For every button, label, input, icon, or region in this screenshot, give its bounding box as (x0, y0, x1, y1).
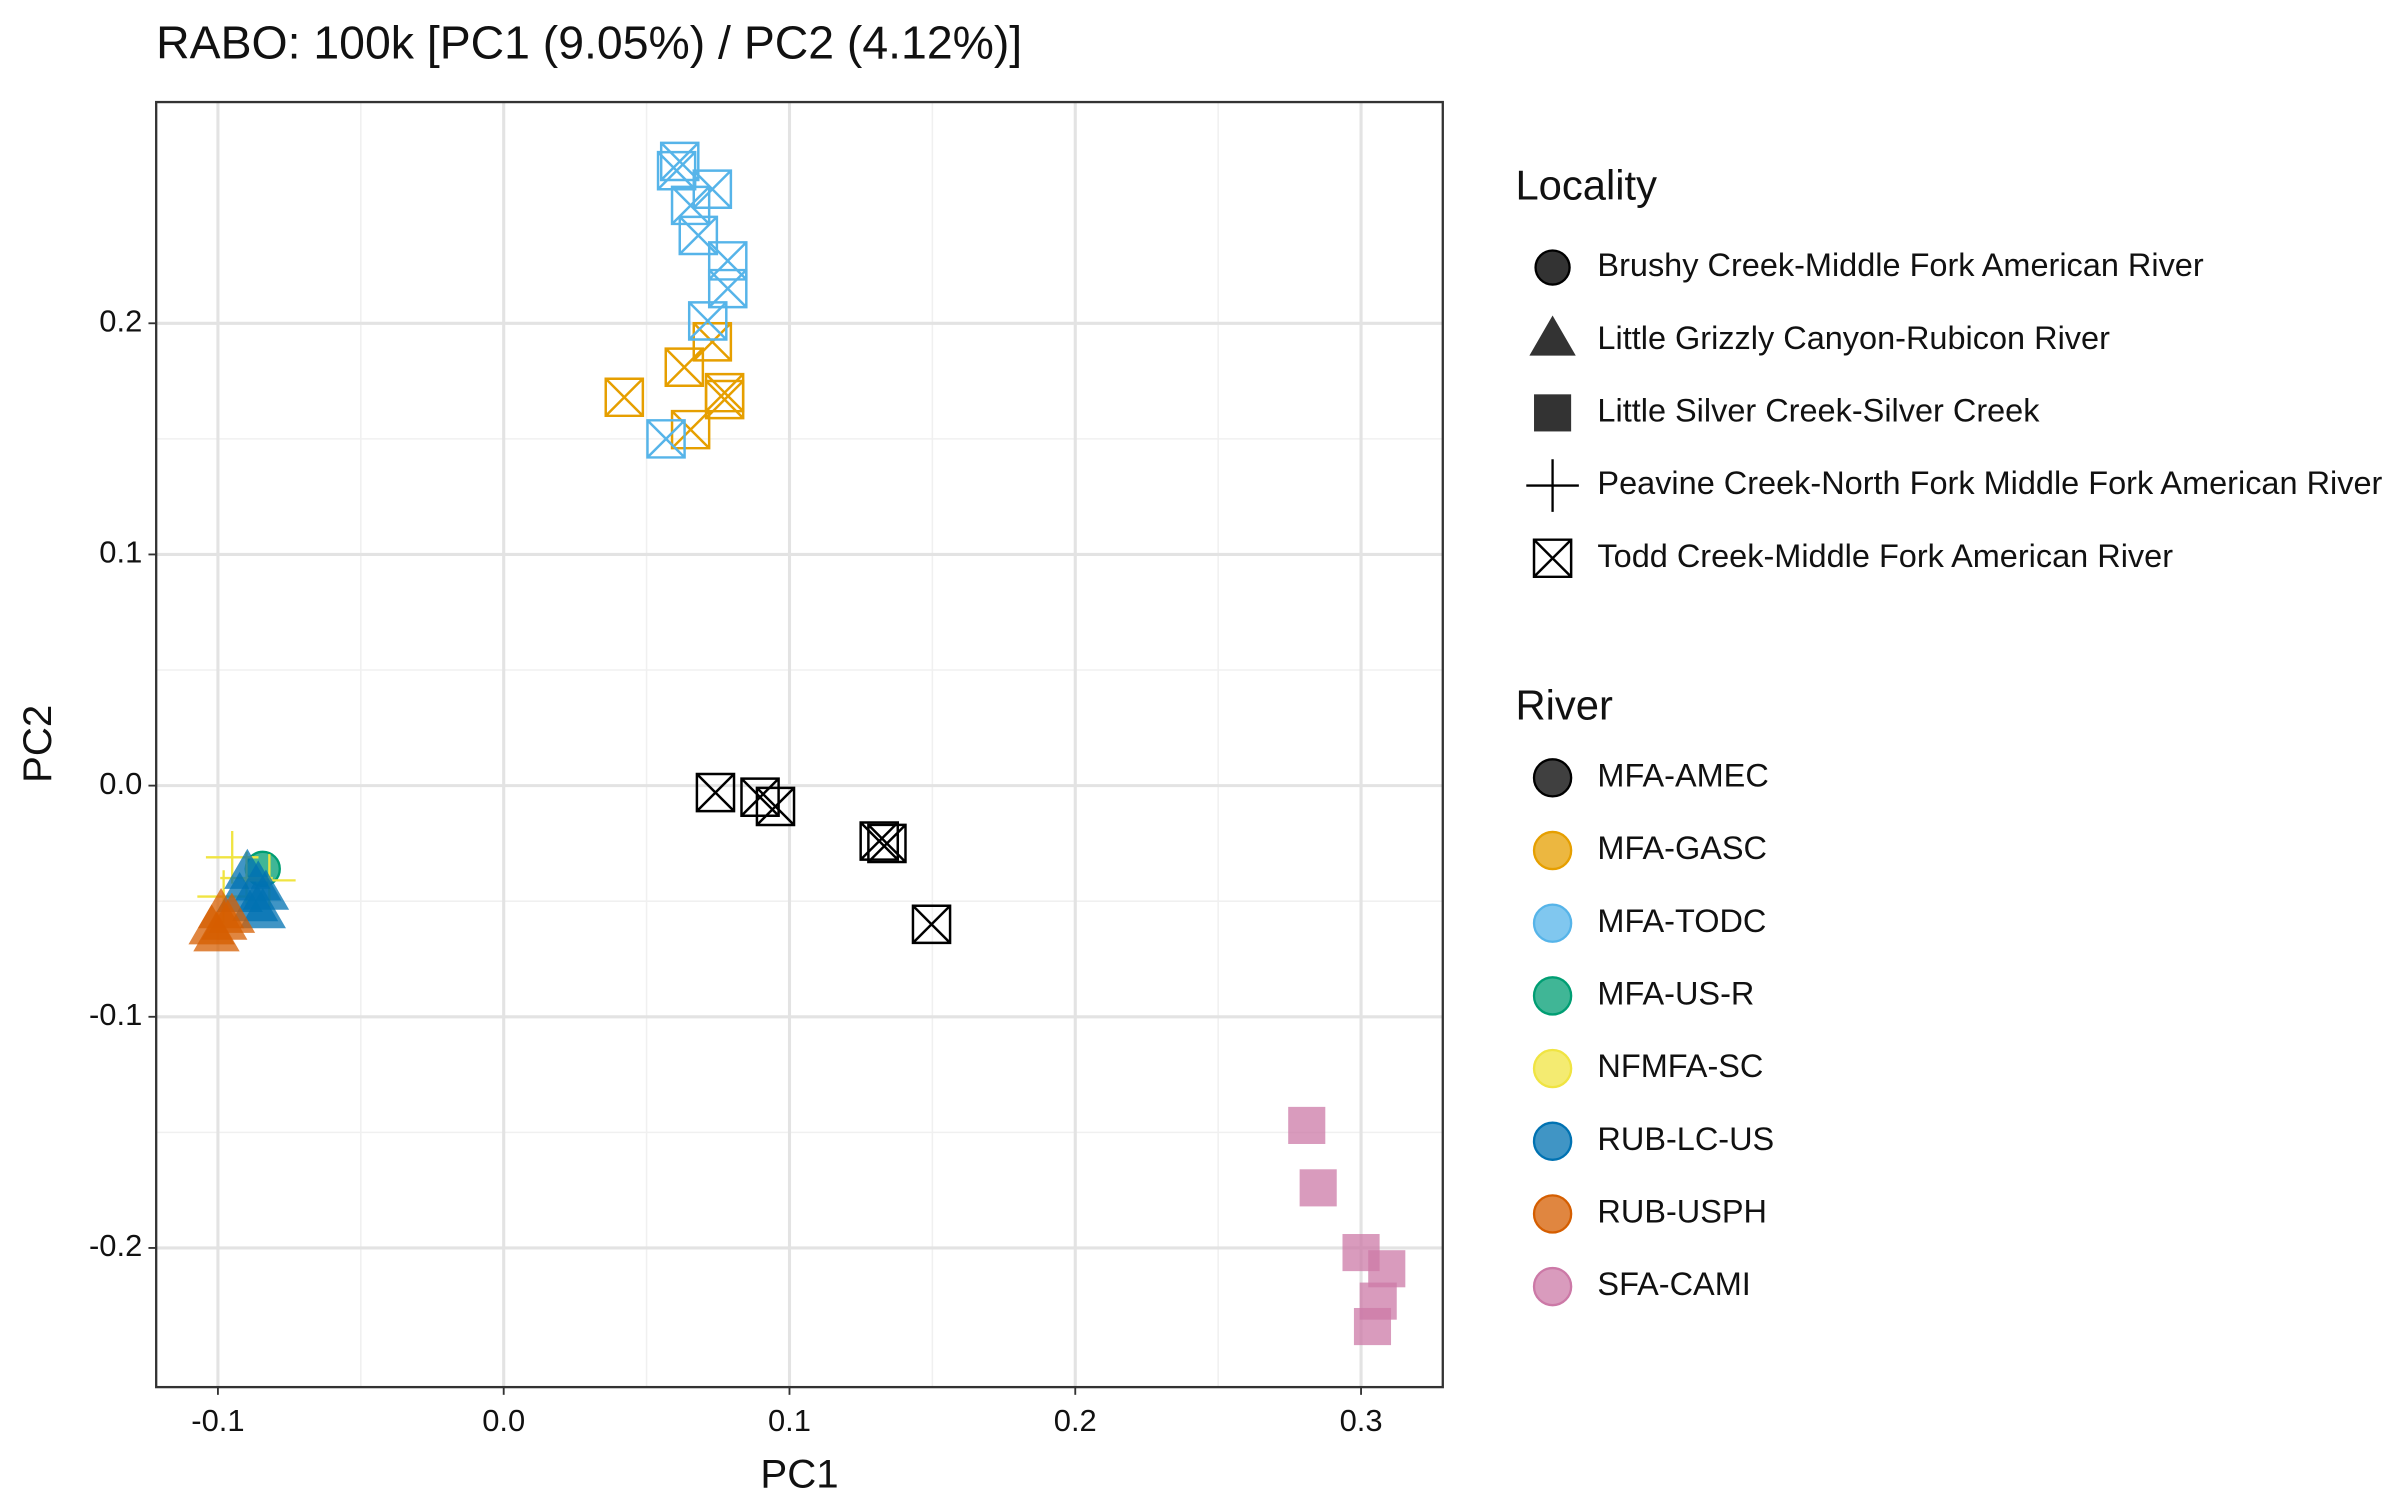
crossed-square-symbol (664, 347, 705, 388)
square-symbol (1353, 1307, 1392, 1346)
x-tick-label: 0.3 (1340, 1403, 1383, 1438)
legend-swatch (1532, 1194, 1573, 1234)
crossed-square-symbol (670, 409, 711, 450)
y-axis-title: PC2 (15, 705, 60, 783)
legend-symbol (1529, 315, 1576, 356)
y-tick-label: 0.1 (99, 535, 142, 570)
crossed-square-symbol (604, 377, 645, 418)
point (656, 150, 697, 191)
y-tick-label: -0.1 (89, 997, 142, 1032)
triangle-symbol (239, 888, 286, 929)
legend-symbol (1534, 249, 1571, 286)
point (1353, 1307, 1392, 1346)
point (664, 347, 705, 388)
legend-label: Brushy Creek-Middle Fork American River (1597, 247, 2203, 283)
legend-swatch (1532, 1266, 1573, 1307)
chart-title: RABO: 100k [PC1 (9.05%) / PC2 (4.12%)] (156, 17, 1022, 69)
legend-swatch (1532, 758, 1573, 798)
y-tick-label: -0.2 (89, 1228, 142, 1263)
crossed-square-symbol (670, 185, 711, 226)
point (707, 268, 748, 309)
legend-swatch (1532, 903, 1573, 943)
legend-label: NFMFA-SC (1597, 1048, 1763, 1084)
legend-label: Little Silver Creek-Silver Creek (1597, 392, 2040, 428)
point (197, 888, 245, 929)
point (670, 409, 711, 450)
legend-label: MFA-AMEC (1597, 757, 1768, 793)
triangle-symbol (197, 888, 245, 929)
legend-label: SFA-CAMI (1597, 1266, 1750, 1302)
crossed-square-symbol (695, 772, 736, 813)
legend-label: Peavine Creek-North Fork Middle Fork Ame… (1597, 465, 2382, 501)
legend-label: MFA-GASC (1597, 830, 1767, 866)
circle-symbol (1534, 249, 1571, 286)
square-symbol (1288, 1106, 1326, 1144)
crossed-square-symbol (687, 301, 728, 341)
crossed-square-symbol (707, 268, 748, 309)
point (670, 185, 711, 226)
crossed-square-symbol (656, 150, 697, 191)
crossed-square-symbol (659, 141, 700, 182)
x-tick-label: 0.0 (482, 1403, 525, 1438)
crossed-square-symbol (704, 372, 745, 413)
point (692, 169, 733, 210)
point (239, 888, 286, 929)
legend-title: Locality (1515, 162, 1657, 209)
legend-symbol (1526, 459, 1579, 512)
crossed-square-symbol (692, 169, 733, 210)
crossed-square-symbol (678, 215, 719, 256)
legend-swatch (1532, 1048, 1573, 1089)
crossed-square-symbol (755, 786, 796, 827)
triangle-symbol (1529, 315, 1576, 356)
legend-swatch (1532, 830, 1573, 871)
point (1368, 1250, 1406, 1288)
point (687, 301, 728, 341)
crossed-square-symbol (867, 823, 907, 864)
point (1299, 1169, 1337, 1207)
point (707, 241, 748, 281)
crossed-square-symbol (859, 821, 900, 861)
legend-title: River (1515, 681, 1613, 728)
legend-symbol (1534, 394, 1572, 432)
crossed-square-symbol (1532, 538, 1573, 579)
point (695, 772, 736, 813)
point (704, 379, 745, 420)
crossed-square-symbol (646, 419, 686, 459)
point (659, 141, 700, 182)
x-tick-label: 0.1 (768, 1403, 811, 1438)
crossed-square-symbol (911, 904, 952, 945)
point (704, 372, 745, 413)
legend-swatch (1532, 1121, 1573, 1161)
point (1288, 1106, 1326, 1144)
x-tick-label: 0.2 (1054, 1403, 1097, 1438)
legend-label: RUB-LC-US (1597, 1121, 1774, 1157)
square-symbol (1299, 1169, 1337, 1207)
legend-label: Todd Creek-Middle Fork American River (1597, 538, 2173, 574)
crossed-square-symbol (707, 241, 748, 281)
legend-swatch (1532, 976, 1573, 1016)
point (859, 821, 900, 861)
legend-label: MFA-TODC (1597, 903, 1766, 939)
legend-label: MFA-US-R (1597, 975, 1754, 1011)
point (604, 377, 645, 418)
square-symbol (1534, 394, 1572, 432)
point (911, 904, 952, 945)
legend-symbol (1532, 538, 1573, 579)
plus-symbol (1526, 459, 1579, 512)
x-axis-title: PC1 (760, 1451, 838, 1496)
point (755, 786, 796, 827)
y-tick-label: 0.2 (99, 303, 142, 338)
x-tick-label: -0.1 (191, 1403, 244, 1438)
legend-label: Little Grizzly Canyon-Rubicon River (1597, 320, 2110, 356)
point (678, 215, 719, 256)
point (867, 823, 907, 864)
square-symbol (1368, 1250, 1406, 1288)
plot-border (155, 100, 1444, 1389)
legend-label: RUB-USPH (1597, 1193, 1767, 1229)
crossed-square-symbol (704, 379, 745, 420)
y-tick-label: 0.0 (99, 766, 142, 801)
point (646, 419, 686, 459)
